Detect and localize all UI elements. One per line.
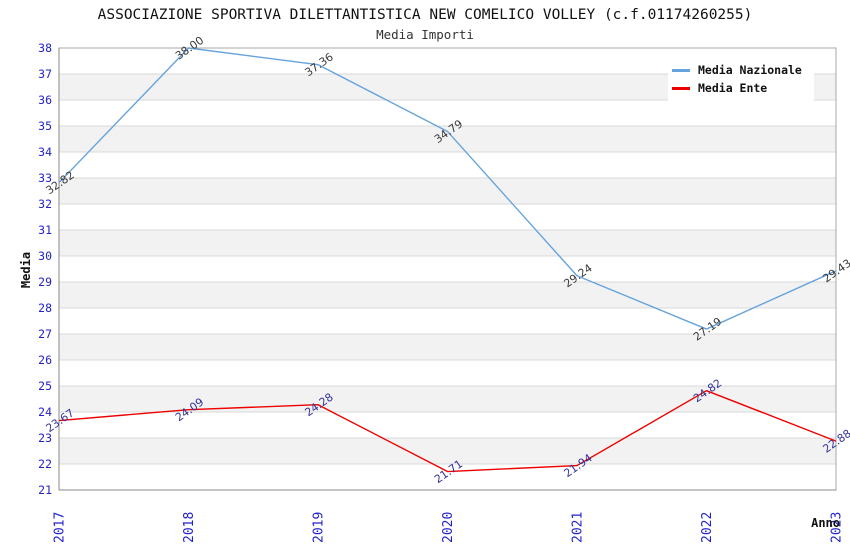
x-axis-title: Anno (811, 516, 840, 530)
legend: Media Nazionale Media Ente (668, 56, 814, 102)
grid-stripe (59, 126, 836, 152)
y-tick-label: 26 (38, 353, 52, 367)
legend-swatch-media-nazionale (672, 68, 690, 72)
y-tick-label: 23 (38, 431, 52, 445)
x-tick-label: 2017 (53, 512, 68, 543)
y-tick-label: 33 (38, 171, 52, 185)
y-tick-label: 30 (38, 249, 52, 263)
y-tick-label: 29 (38, 275, 52, 289)
x-tick-label: 2019 (312, 512, 327, 543)
grid-stripe (59, 282, 836, 308)
chart-title: ASSOCIAZIONE SPORTIVA DILETTANTISTICA NE… (97, 7, 753, 23)
x-tick-label: 2018 (182, 512, 197, 543)
grid-stripe (59, 438, 836, 464)
grid-stripe (59, 230, 836, 256)
y-tick-label: 37 (38, 67, 52, 81)
legend-item-media-ente: Media Ente (672, 81, 810, 95)
y-tick-label: 27 (38, 327, 52, 341)
grid-stripe (59, 334, 836, 360)
x-tick-label: 2022 (700, 512, 715, 543)
y-tick-label: 21 (38, 483, 52, 497)
legend-swatch-media-ente (672, 86, 690, 90)
x-tick-label: 2021 (571, 512, 586, 543)
legend-item-media-nazionale: Media Nazionale (672, 63, 810, 77)
grid-stripe (59, 178, 836, 204)
y-tick-label: 38 (38, 41, 52, 55)
series-line-media-ente (58, 389, 837, 473)
legend-label-media-nazionale: Media Nazionale (698, 63, 802, 77)
series-line-media-nazionale (58, 47, 837, 330)
y-tick-label: 24 (38, 405, 52, 419)
y-tick-label: 28 (38, 301, 52, 315)
y-tick-label: 31 (38, 223, 52, 237)
y-tick-label: 32 (38, 197, 52, 211)
x-tick-label: 2023 (830, 512, 845, 543)
data-point-label-media-nazionale: 29.43 (820, 257, 850, 286)
y-tick-label: 22 (38, 457, 52, 471)
y-tick-label: 25 (38, 379, 52, 393)
y-tick-label: 35 (38, 119, 52, 133)
chart-subtitle: Media Importi (376, 27, 474, 42)
x-tick-label: 2020 (441, 512, 456, 543)
legend-label-media-ente: Media Ente (698, 81, 768, 95)
plot-border (58, 47, 837, 491)
y-tick-label: 36 (38, 93, 52, 107)
y-tick-label: 34 (38, 145, 52, 159)
y-axis-title: Media (19, 252, 33, 288)
